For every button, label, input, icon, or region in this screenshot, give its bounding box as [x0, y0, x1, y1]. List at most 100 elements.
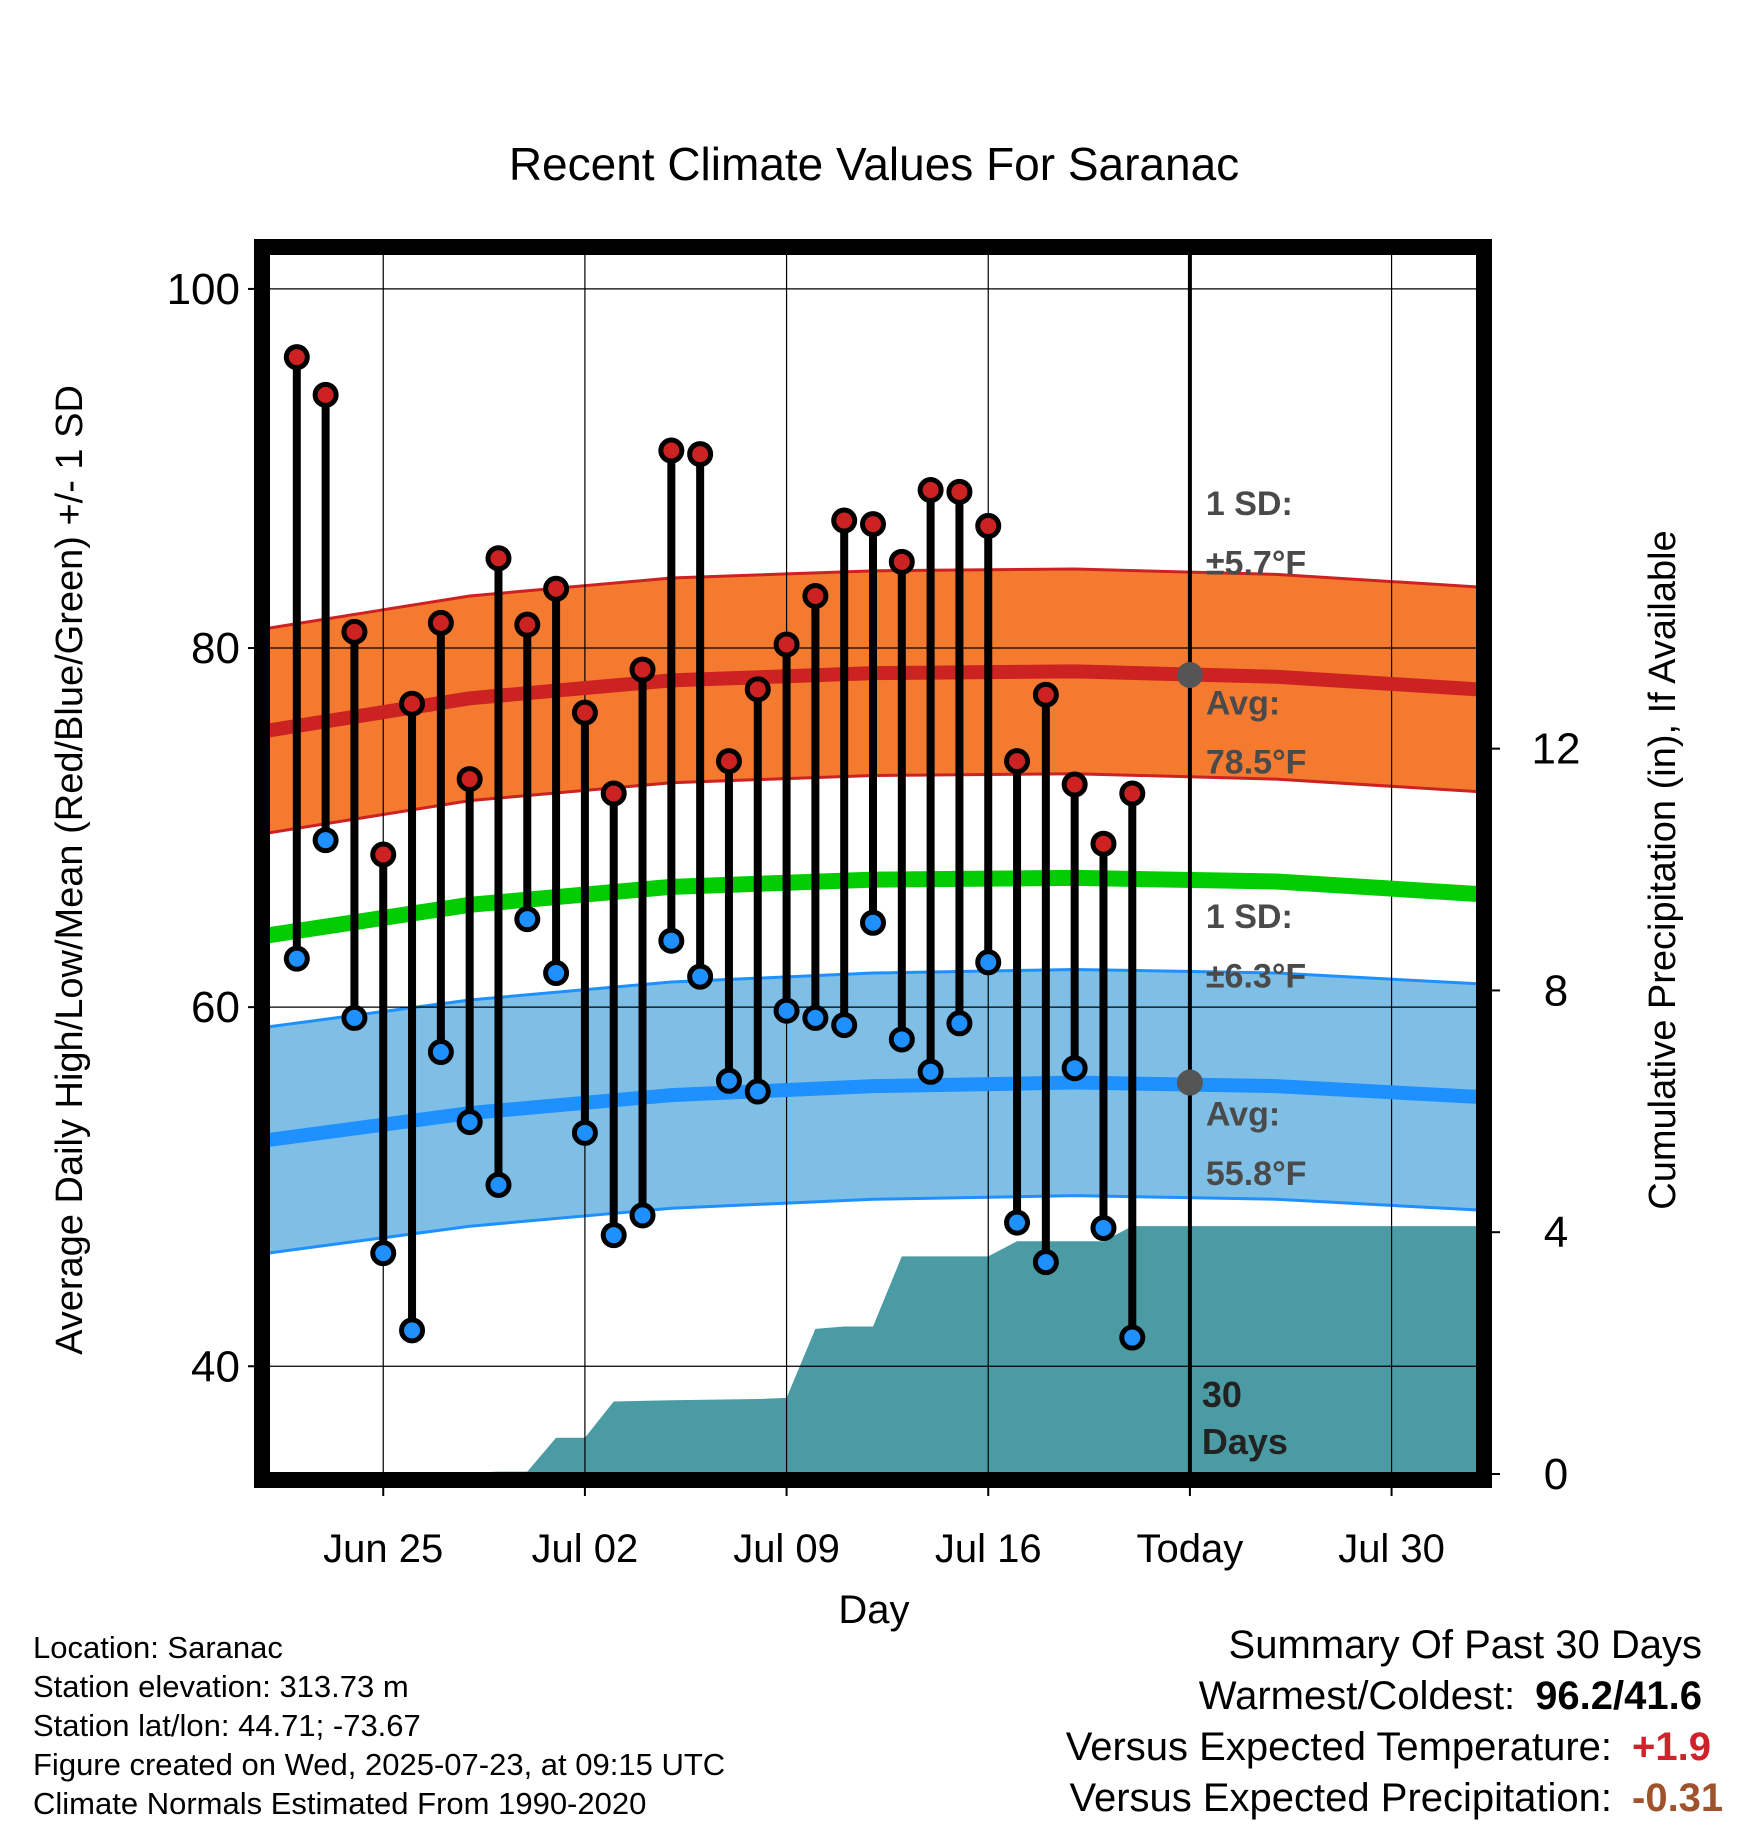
y-tick-label: 40 [191, 1342, 240, 1391]
low-point [1032, 1249, 1059, 1276]
low-point [456, 1109, 483, 1136]
high-point [283, 344, 310, 371]
high-point [312, 381, 339, 408]
today-low-avg-marker [1176, 1069, 1203, 1096]
precip-label: Versus Expected Precipitation: [1069, 1776, 1612, 1820]
high-point [399, 690, 426, 717]
high-point [715, 748, 742, 775]
x-tick-label: Jul 09 [733, 1527, 840, 1571]
y2-tick-label: 8 [1544, 966, 1568, 1015]
high-avg-label: Avg: [1206, 684, 1280, 722]
high-point [485, 545, 512, 572]
plot-area: 1 SD: ±5.7°F Avg: 78.5°F 1 SD: ±6.3°F Avg: 55.8… [167, 239, 1581, 1571]
x-tick-label: Jun 25 [323, 1527, 443, 1571]
warm-cold-label: Warmest/Coldest: [1198, 1674, 1516, 1718]
low-point [744, 1078, 771, 1105]
low-avg-label: Avg: [1206, 1096, 1280, 1134]
low-point [600, 1222, 627, 1249]
low-point [399, 1317, 426, 1344]
warm-cold-value: 96.2/41.6 [1535, 1674, 1702, 1718]
high-point [629, 656, 656, 683]
high-point [341, 618, 368, 645]
y-tick-label: 100 [167, 265, 240, 314]
y2-tick-label: 4 [1544, 1208, 1568, 1257]
high-point [802, 582, 829, 609]
station-metadata: Location: Saranac Station elevation: 313… [33, 1628, 725, 1823]
low-point [658, 927, 685, 954]
high-point [1119, 780, 1146, 807]
summary-panel: Summary Of Past 30 Days Warmest/Coldest:… [1065, 1620, 1724, 1824]
low-point [312, 827, 339, 854]
low-point [1090, 1215, 1117, 1242]
high-point [514, 611, 541, 638]
created-text: Figure created on Wed, 2025-07-23, at 09… [33, 1747, 726, 1782]
plot-frame [254, 239, 1492, 1488]
location-text: Location: Saranac [33, 1630, 283, 1665]
high-point [456, 766, 483, 793]
x-tick-label: Jul 30 [1338, 1527, 1445, 1571]
x-axis-label: Day [838, 1588, 909, 1632]
high-avg-value: 78.5°F [1206, 744, 1307, 782]
high-point [744, 676, 771, 703]
high-point [427, 609, 454, 636]
y-axis-label: Average Daily High/Low/Mean (Red/Blue/Gr… [49, 385, 91, 1355]
low-sd-label: 1 SD: [1206, 898, 1293, 936]
low-sd-band [268, 967, 1478, 1255]
y2-tick-label: 12 [1532, 725, 1581, 774]
low-point [1061, 1055, 1088, 1082]
y-tick-label: 80 [191, 624, 240, 673]
low-point [860, 909, 886, 936]
low-point [1119, 1324, 1146, 1351]
temp-value: +1.9 [1632, 1725, 1711, 1769]
high-point [1061, 771, 1088, 798]
warm-cold-row: Warmest/Coldest: 96.2/41.6 [1066, 1671, 1702, 1722]
high-point [600, 780, 627, 807]
y2-axis-label: Cumulative Precipitation (in), If Availa… [1642, 530, 1684, 1209]
low-point [831, 1012, 858, 1039]
low-point [917, 1058, 944, 1085]
x-tick-label: Jul 02 [532, 1527, 639, 1571]
low-point [773, 997, 800, 1024]
low-point [715, 1067, 742, 1094]
x-tick-label: Today [1137, 1527, 1244, 1571]
low-point [687, 963, 714, 990]
high-point [888, 548, 915, 575]
high-sd-label: 1 SD: [1206, 485, 1293, 523]
temp-label: Versus Expected Temperature: [1065, 1725, 1612, 1769]
precip-value: -0.31 [1632, 1776, 1724, 1820]
low-point [341, 1004, 368, 1031]
high-point [543, 575, 570, 602]
low-point [427, 1039, 454, 1066]
y2-tick-label: 0 [1544, 1450, 1568, 1499]
low-point [485, 1171, 512, 1198]
low-sd-value: ±6.3°F [1206, 957, 1306, 995]
high-point [860, 511, 886, 538]
precip-area [268, 1226, 1478, 1474]
high-point [773, 631, 800, 658]
temp-row: Versus Expected Temperature: +1.9 [1065, 1722, 1711, 1773]
high-point [917, 477, 944, 504]
high-point [370, 841, 397, 868]
low-point [370, 1240, 397, 1267]
low-point [543, 960, 570, 987]
high-point [1090, 830, 1117, 857]
latlon-text: Station lat/lon: 44.71; -73.67 [33, 1708, 421, 1743]
normals-text: Climate Normals Estimated From 1990-2020 [33, 1786, 647, 1821]
high-point [571, 699, 598, 726]
elevation-text: Station elevation: 313.73 m [33, 1669, 409, 1704]
high-point [658, 437, 685, 464]
low-avg-value: 55.8°F [1206, 1155, 1307, 1193]
days-word-label: Days [1202, 1421, 1288, 1462]
chart-title: Recent Climate Values For Saranac [509, 138, 1239, 190]
low-point [802, 1004, 829, 1031]
high-sd-value: ±5.7°F [1206, 544, 1306, 582]
days-count-label: 30 [1202, 1374, 1242, 1415]
low-point [946, 1010, 973, 1037]
precip-row: Versus Expected Precipitation: -0.31 [1066, 1773, 1724, 1824]
high-point [975, 512, 1002, 539]
low-point [975, 949, 1002, 976]
y-tick-label: 60 [191, 983, 240, 1032]
low-point [888, 1026, 915, 1053]
x-tick-label: Jul 16 [935, 1527, 1042, 1571]
